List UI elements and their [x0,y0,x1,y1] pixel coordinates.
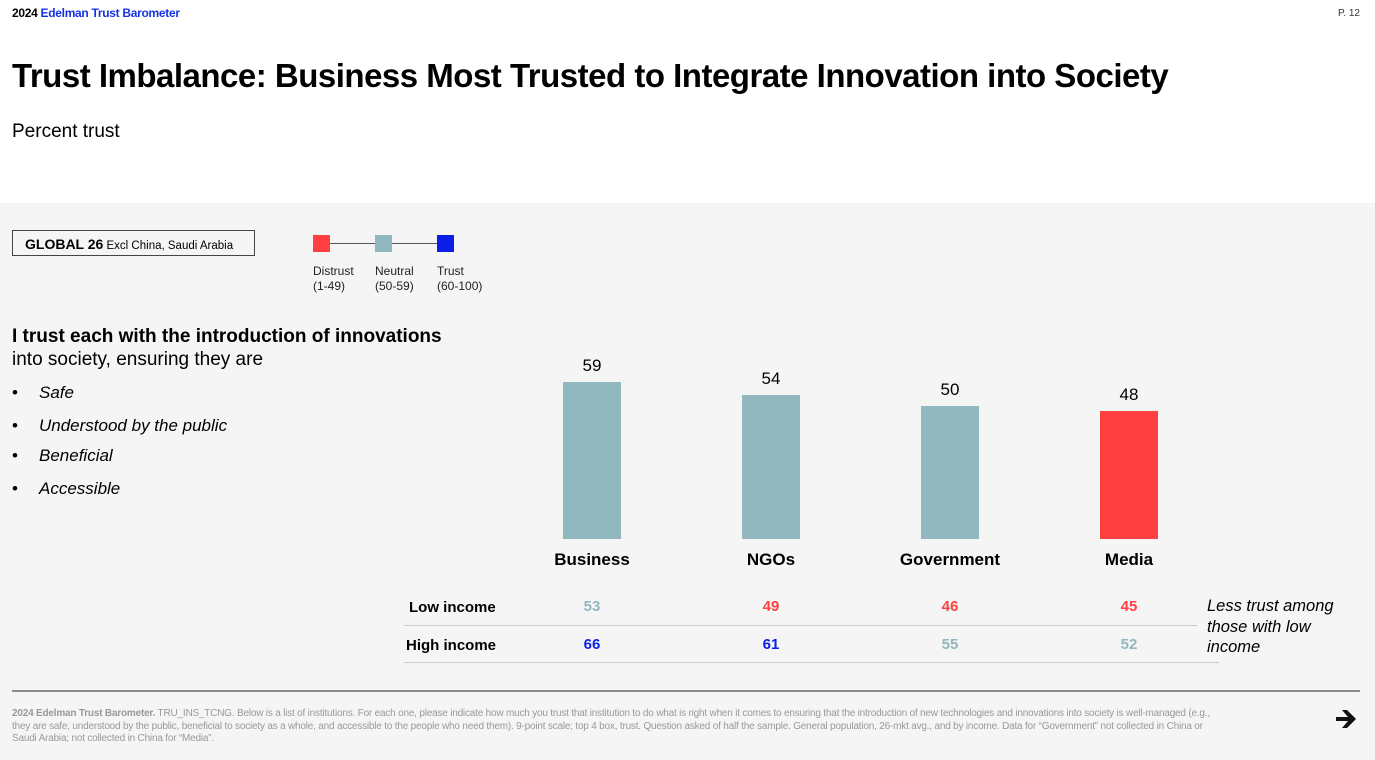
bar-media [1100,411,1158,539]
table-cell: 61 [762,636,780,653]
legend-label: Trust (60-100) [437,264,483,293]
subtitle: Percent trust [12,121,120,142]
footnote: 2024 Edelman Trust Barometer. TRU_INS_TC… [12,708,1210,744]
table-cell: 55 [941,636,959,653]
bar-government [921,406,979,539]
bullet-item: • Beneficial [12,446,113,465]
bullet-item: • Safe [12,383,74,402]
legend-label: Neutral (50-59) [375,264,414,293]
data-label: 50 [940,380,960,399]
legend-swatch-trust [437,235,454,252]
row-label-high-income: High income [406,637,497,654]
category-label: NGOs [746,550,796,569]
page-number: P. 12 [1337,8,1360,19]
data-label: 48 [1119,385,1139,405]
arrow-right-icon[interactable] [1332,705,1360,738]
content-panel [0,203,1375,760]
data-label: 59 [582,356,602,376]
data-label: 54 [761,369,781,389]
region-rest: Excl China, Saudi Arabia [106,240,234,252]
annotation-note: Less trust among those with low income [1207,597,1334,656]
footer-divider [12,690,1360,692]
bullet-item: • Accessible [12,479,121,498]
brand-name: Edelman Trust Barometer [40,6,180,20]
question-bold: I trust each with the introduction of in… [12,326,442,347]
bar-ngos [742,395,800,539]
legend-swatch-distrust [313,235,330,252]
category-label: Media [1104,550,1154,569]
table-cell: 49 [762,598,780,615]
region-bold: GLOBAL 26 [25,236,104,252]
page-title: Trust Imbalance: Business Most Trusted t… [12,57,1169,94]
category-label: Business [554,550,630,569]
table-cell: 46 [941,598,959,615]
bar-business [563,382,621,539]
table-cell: 66 [583,636,601,653]
legend-label: Distrust (1-49) [313,264,354,293]
brand-year: 2024 [12,6,38,20]
bullet-item: • Understood by the public [12,416,228,435]
divider [404,625,1197,626]
category-label: Government [899,550,1001,569]
brand: 2024 Edelman Trust Barometer [12,6,180,20]
question-rest: into society, ensuring they are [12,349,264,370]
table-cell: 45 [1120,598,1138,615]
legend-swatch-neutral [375,235,392,252]
table-cell: 53 [583,598,601,615]
region-label: GLOBAL 26 Excl China, Saudi Arabia [12,230,255,256]
table-cell: 52 [1120,636,1138,653]
divider [404,662,1219,663]
row-label-low-income: Low income [409,599,496,616]
